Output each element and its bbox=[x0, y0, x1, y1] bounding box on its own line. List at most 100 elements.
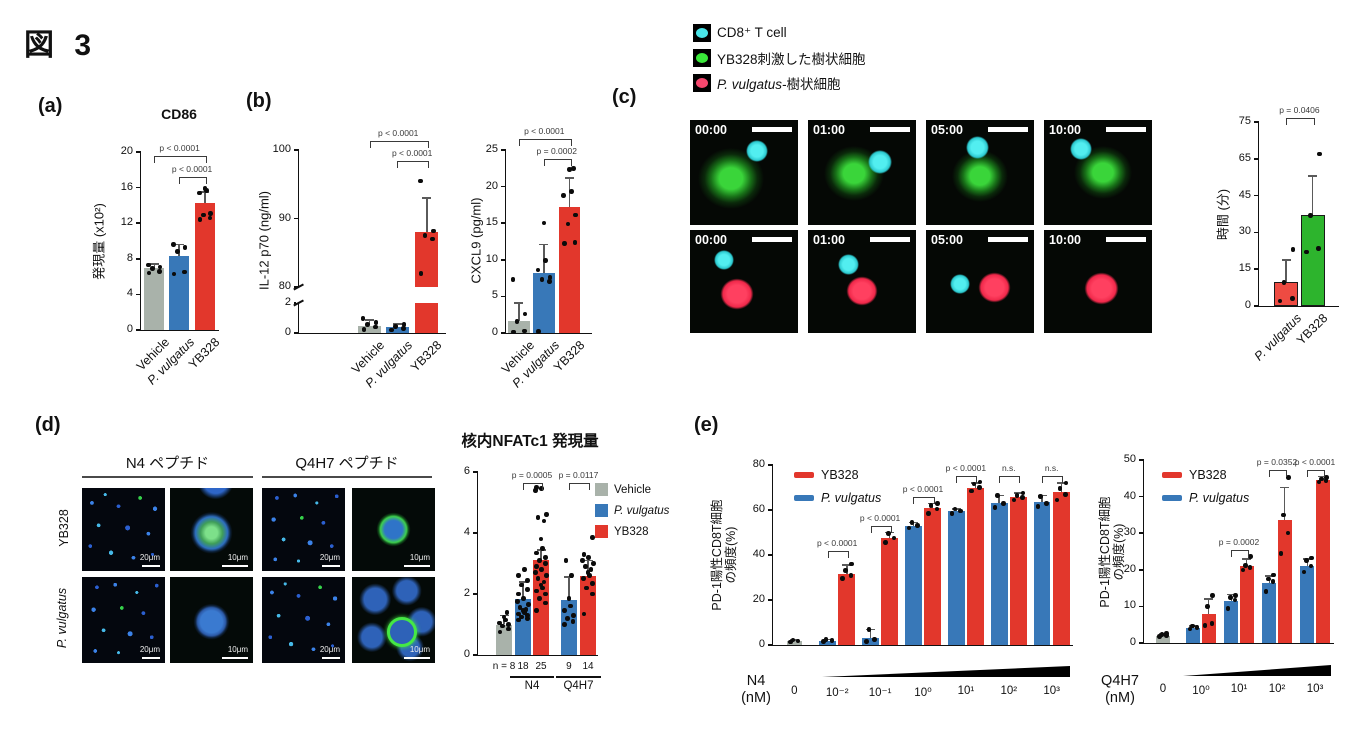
scale-label: 10μm bbox=[227, 553, 248, 562]
data-point bbox=[580, 558, 585, 563]
error-bar bbox=[587, 560, 589, 576]
scale-bar-icon bbox=[752, 237, 792, 242]
bar bbox=[558, 207, 581, 333]
data-point bbox=[519, 614, 524, 620]
d-header-q4h7: Q4H7 ペプチド bbox=[262, 452, 432, 478]
x-category-label: 10² bbox=[1268, 683, 1286, 695]
chart-cxcl9: 0 5 10 15 20 25 Vehicle P. vulgatus YB328 p < 0.0… bbox=[486, 126, 592, 390]
data-point bbox=[522, 311, 528, 317]
data-point bbox=[949, 511, 955, 516]
microscopy-image: 20μm bbox=[82, 488, 165, 571]
data-point bbox=[535, 515, 541, 521]
y-tick bbox=[1139, 459, 1144, 461]
data-point bbox=[1057, 486, 1063, 491]
data-point bbox=[504, 610, 510, 615]
bar bbox=[194, 202, 216, 330]
data-point bbox=[840, 576, 845, 581]
data-point bbox=[977, 479, 983, 485]
data-point bbox=[196, 190, 202, 196]
data-point bbox=[569, 189, 574, 195]
bar bbox=[532, 560, 550, 655]
data-point bbox=[569, 573, 575, 578]
y-tick bbox=[768, 599, 773, 601]
t-cell-cyan bbox=[746, 140, 768, 162]
data-point bbox=[863, 639, 869, 644]
significance-bracket bbox=[1286, 118, 1315, 126]
chart-d-title: 核内NFATc1 発現量 bbox=[461, 433, 599, 450]
timelapse-frame: 01:00 bbox=[808, 120, 916, 225]
data-point bbox=[503, 617, 508, 623]
scale-label: 10μm bbox=[409, 553, 430, 562]
data-point bbox=[1277, 298, 1283, 304]
error-bar bbox=[204, 192, 206, 203]
chart-d-legend: Vehicle P. vulgatus YB328 bbox=[595, 479, 669, 542]
t-cell-cyan bbox=[838, 254, 859, 275]
y-tick-label: 25 bbox=[485, 143, 498, 155]
data-point bbox=[958, 508, 963, 514]
p-value-label: p < 0.0001 bbox=[524, 126, 565, 137]
data-point bbox=[995, 493, 1001, 498]
y-tick-label: 30 bbox=[1123, 526, 1136, 539]
scale-bar-icon bbox=[752, 127, 792, 132]
p-value-label: p < 0.0001 bbox=[159, 142, 200, 153]
data-point bbox=[567, 167, 572, 173]
x-category-label: 10¹ bbox=[1230, 683, 1248, 695]
data-point bbox=[1035, 504, 1041, 509]
y-tick-label: 30 bbox=[1238, 225, 1251, 238]
data-point bbox=[1317, 151, 1322, 157]
y-tick bbox=[1139, 532, 1144, 534]
data-point bbox=[146, 270, 152, 276]
data-point bbox=[538, 536, 544, 542]
group-label: N4 bbox=[524, 680, 540, 692]
data-point bbox=[1044, 500, 1049, 506]
y-tick-label: 12 bbox=[120, 216, 133, 229]
significance-bracket bbox=[1231, 549, 1249, 557]
timelapse-frame: 01:00 bbox=[808, 230, 916, 333]
microscopy-image: 10μm bbox=[170, 577, 253, 663]
data-point bbox=[1063, 491, 1068, 497]
y-tick bbox=[1139, 569, 1144, 571]
data-point bbox=[570, 166, 576, 171]
y-tick-label: 0 bbox=[463, 648, 470, 660]
data-point bbox=[795, 638, 801, 644]
data-point bbox=[1271, 572, 1276, 578]
data-point bbox=[521, 596, 526, 601]
y-tick-label: 0 bbox=[1129, 636, 1136, 648]
data-point bbox=[1227, 595, 1233, 600]
data-point bbox=[539, 567, 544, 572]
pvulgatus-swatch-icon bbox=[794, 494, 814, 501]
panel-letter-a: (a) bbox=[38, 95, 63, 117]
data-point bbox=[848, 572, 854, 578]
t-cell-cyan bbox=[868, 150, 892, 174]
error-bar-cap bbox=[1204, 598, 1214, 600]
significance-bracket bbox=[568, 482, 591, 490]
error-bar bbox=[426, 197, 428, 233]
data-point bbox=[150, 266, 155, 271]
error-bar-cap bbox=[514, 302, 524, 304]
data-point bbox=[175, 249, 180, 254]
bar bbox=[1156, 635, 1170, 643]
error-bar bbox=[568, 577, 570, 601]
data-point bbox=[526, 602, 531, 607]
data-point bbox=[541, 579, 547, 585]
bar bbox=[1010, 496, 1027, 645]
x-tick-label: 18 bbox=[517, 661, 529, 672]
y-tick bbox=[1254, 268, 1259, 270]
yb328-swatch-icon bbox=[595, 525, 608, 538]
data-point bbox=[182, 269, 187, 275]
error-bar-cap bbox=[842, 564, 852, 566]
panel-letter-c: (c) bbox=[612, 86, 637, 108]
x-tick-label: 14 bbox=[582, 661, 594, 672]
pvulgatus-swatch-icon bbox=[595, 504, 608, 517]
data-point bbox=[1014, 493, 1020, 498]
data-point bbox=[1233, 593, 1238, 598]
bar bbox=[144, 267, 165, 330]
data-point bbox=[928, 503, 934, 508]
timelapse-frame: 10:00 bbox=[1044, 120, 1152, 225]
y-tick bbox=[1254, 194, 1259, 197]
data-point bbox=[500, 623, 505, 629]
data-point bbox=[1020, 495, 1025, 500]
data-point bbox=[971, 481, 977, 487]
data-point bbox=[1247, 565, 1253, 570]
scale-bar-icon bbox=[404, 564, 430, 567]
